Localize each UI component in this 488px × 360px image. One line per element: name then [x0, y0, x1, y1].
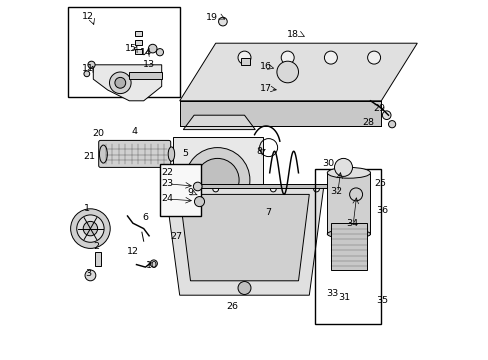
Text: 21: 21 — [83, 152, 95, 161]
Circle shape — [324, 51, 337, 64]
Polygon shape — [93, 65, 162, 101]
Circle shape — [197, 210, 212, 226]
Text: 23: 23 — [161, 179, 173, 188]
Circle shape — [169, 186, 175, 192]
Circle shape — [387, 121, 395, 128]
Polygon shape — [330, 223, 366, 270]
Circle shape — [313, 186, 319, 192]
Text: 10: 10 — [145, 261, 157, 270]
Text: 9: 9 — [187, 188, 193, 197]
Circle shape — [85, 270, 96, 281]
Text: 36: 36 — [375, 206, 387, 215]
Polygon shape — [241, 58, 249, 65]
Polygon shape — [183, 115, 255, 130]
Text: 14: 14 — [139, 48, 151, 57]
Polygon shape — [134, 40, 142, 45]
Circle shape — [270, 186, 276, 192]
Circle shape — [115, 77, 125, 88]
Text: 3: 3 — [84, 269, 91, 278]
Polygon shape — [326, 173, 370, 234]
Text: 5: 5 — [182, 149, 188, 158]
Circle shape — [276, 61, 298, 83]
Text: 6: 6 — [142, 212, 148, 222]
Circle shape — [148, 44, 157, 53]
Polygon shape — [95, 252, 101, 266]
Ellipse shape — [326, 230, 370, 239]
Text: 19: 19 — [205, 13, 218, 22]
Polygon shape — [165, 187, 323, 295]
Circle shape — [156, 49, 163, 56]
Circle shape — [185, 148, 249, 212]
Circle shape — [212, 186, 218, 192]
Text: 31: 31 — [338, 292, 350, 302]
Circle shape — [238, 51, 250, 64]
Text: 29: 29 — [373, 104, 385, 113]
Text: 30: 30 — [322, 159, 334, 168]
Text: 35: 35 — [375, 296, 387, 305]
Text: 16: 16 — [260, 62, 271, 71]
Polygon shape — [134, 49, 142, 54]
Text: 8: 8 — [255, 147, 262, 156]
Circle shape — [84, 71, 89, 77]
Ellipse shape — [168, 147, 174, 161]
Polygon shape — [172, 137, 262, 223]
Circle shape — [238, 282, 250, 294]
FancyBboxPatch shape — [99, 140, 170, 167]
Circle shape — [88, 61, 95, 68]
Circle shape — [83, 221, 98, 236]
Text: 12: 12 — [127, 248, 139, 256]
Circle shape — [218, 17, 227, 26]
Text: 25: 25 — [374, 179, 386, 188]
Bar — [160, 184, 326, 188]
Polygon shape — [179, 194, 309, 281]
Text: 26: 26 — [225, 302, 238, 311]
Text: 7: 7 — [264, 208, 270, 217]
Ellipse shape — [326, 167, 370, 178]
Text: 34: 34 — [346, 219, 358, 228]
Circle shape — [70, 209, 110, 248]
Text: 17: 17 — [260, 84, 271, 93]
Text: 33: 33 — [326, 289, 338, 298]
Text: 15: 15 — [125, 44, 137, 53]
Polygon shape — [134, 31, 142, 36]
Circle shape — [367, 51, 380, 64]
Polygon shape — [129, 72, 162, 79]
Text: 20: 20 — [93, 129, 104, 138]
Bar — [68, 7, 179, 97]
Text: 2: 2 — [93, 242, 99, 251]
Circle shape — [77, 215, 104, 242]
Text: 4: 4 — [131, 127, 138, 136]
Text: 22: 22 — [161, 168, 173, 177]
Text: 28: 28 — [362, 118, 374, 127]
Text: 12: 12 — [81, 12, 94, 21]
Circle shape — [281, 51, 294, 64]
Polygon shape — [179, 101, 381, 126]
Text: 13: 13 — [143, 60, 155, 69]
Circle shape — [349, 188, 362, 201]
Polygon shape — [179, 43, 416, 101]
Circle shape — [109, 72, 131, 94]
Text: 18: 18 — [286, 30, 299, 39]
Ellipse shape — [99, 145, 107, 163]
Bar — [160, 164, 201, 216]
Circle shape — [196, 158, 239, 202]
Circle shape — [193, 182, 202, 191]
Text: 27: 27 — [170, 233, 182, 242]
Circle shape — [150, 260, 157, 267]
Text: 32: 32 — [329, 187, 342, 196]
Circle shape — [334, 158, 352, 176]
Circle shape — [382, 111, 390, 120]
Circle shape — [194, 197, 204, 207]
Bar — [314, 169, 381, 324]
Text: 24: 24 — [161, 194, 173, 203]
Text: 11: 11 — [81, 64, 94, 73]
Text: 1: 1 — [83, 204, 90, 213]
